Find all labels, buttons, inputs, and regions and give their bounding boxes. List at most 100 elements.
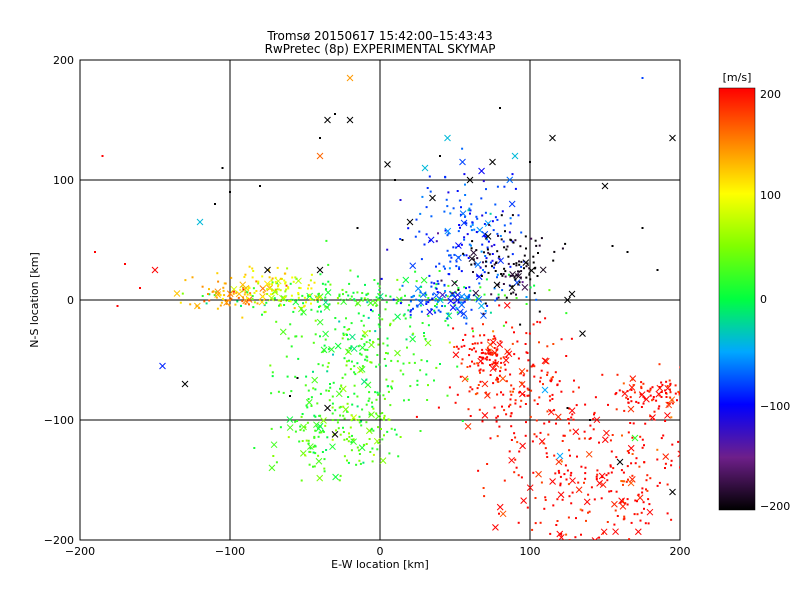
data-point: [371, 401, 373, 404]
data-point-cross: [511, 152, 519, 160]
data-point: [426, 399, 429, 401]
data-point: [346, 360, 348, 363]
data-point: [277, 288, 280, 291]
data-point: [526, 387, 529, 390]
data-point: [229, 299, 232, 302]
data-point: [567, 483, 570, 486]
data-point: [350, 360, 353, 363]
data-point: [563, 434, 566, 437]
data-point: [313, 444, 316, 447]
data-point: [679, 466, 680, 469]
data-point: [462, 339, 464, 341]
data-point: [421, 322, 424, 324]
data-point: [499, 340, 502, 343]
data-point: [613, 523, 616, 526]
data-point: [365, 378, 368, 381]
data-point: [446, 312, 449, 315]
data-point: [546, 374, 549, 376]
data-point: [271, 277, 274, 280]
data-point: [312, 370, 314, 373]
data-point: [139, 287, 141, 289]
data-point: [479, 380, 482, 383]
data-point: [463, 236, 466, 239]
data-point: [532, 255, 535, 258]
data-point: [228, 295, 231, 298]
data-point: [385, 378, 388, 381]
data-point: [476, 342, 479, 345]
data-point: [627, 398, 629, 401]
x-tick-label: −200: [65, 545, 95, 558]
data-point: [538, 310, 541, 313]
data-point: [352, 417, 355, 420]
data-point: [565, 355, 568, 357]
data-point: [486, 347, 489, 350]
data-point: [350, 441, 353, 444]
data-point: [643, 397, 646, 400]
data-point-cross: [419, 291, 427, 298]
data-point-cross: [305, 399, 313, 406]
data-point: [395, 433, 398, 436]
data-point: [381, 412, 384, 414]
data-point: [326, 365, 329, 368]
data-point: [313, 436, 316, 439]
data-point: [368, 413, 371, 416]
data-point-cross: [368, 341, 375, 349]
data-point: [309, 279, 312, 282]
data-point: [363, 297, 366, 300]
data-point: [661, 383, 664, 386]
data-point: [314, 452, 317, 455]
data-point: [533, 433, 536, 436]
data-point: [261, 275, 264, 278]
data-point: [446, 317, 449, 320]
data-point: [486, 238, 488, 241]
data-point: [266, 293, 269, 295]
data-point: [268, 283, 271, 286]
data-point: [430, 285, 433, 288]
data-point: [350, 449, 353, 452]
data-point: [519, 390, 521, 393]
data-point: [435, 287, 438, 290]
data-point: [338, 406, 341, 409]
data-point: [471, 348, 473, 351]
data-point-cross: [601, 436, 609, 444]
data-point: [384, 294, 387, 297]
x-tick-label: 100: [520, 545, 541, 558]
data-point: [325, 239, 328, 242]
data-point: [409, 385, 412, 388]
data-point: [329, 383, 331, 385]
data-point: [460, 206, 462, 209]
data-point: [633, 391, 636, 394]
data-point: [290, 294, 293, 297]
data-point: [616, 373, 619, 376]
data-point-cross: [646, 508, 654, 516]
data-point: [564, 464, 567, 467]
data-point: [620, 480, 623, 482]
data-point-cross: [451, 279, 458, 287]
data-point: [342, 405, 345, 408]
data-point: [386, 344, 389, 347]
data-point: [446, 394, 449, 397]
data-point: [493, 406, 496, 409]
data-point: [515, 264, 518, 267]
data-point: [487, 338, 490, 341]
data-point: [419, 212, 422, 215]
data-point: [542, 383, 544, 386]
data-point: [249, 293, 252, 296]
y-tick-label: 0: [67, 294, 74, 307]
data-point: [343, 438, 346, 441]
data-point: [609, 439, 612, 442]
data-point: [615, 408, 618, 411]
data-point: [643, 461, 646, 464]
data-point: [407, 227, 410, 230]
data-point-cross: [472, 289, 480, 297]
data-point: [375, 365, 378, 368]
data-point: [657, 407, 660, 410]
data-point: [496, 276, 498, 279]
data-point: [625, 558, 627, 560]
data-point: [611, 245, 614, 247]
data-point: [448, 254, 450, 257]
data-point: [533, 375, 536, 378]
data-point: [549, 532, 552, 535]
data-point: [639, 393, 642, 396]
data-point: [536, 320, 539, 323]
